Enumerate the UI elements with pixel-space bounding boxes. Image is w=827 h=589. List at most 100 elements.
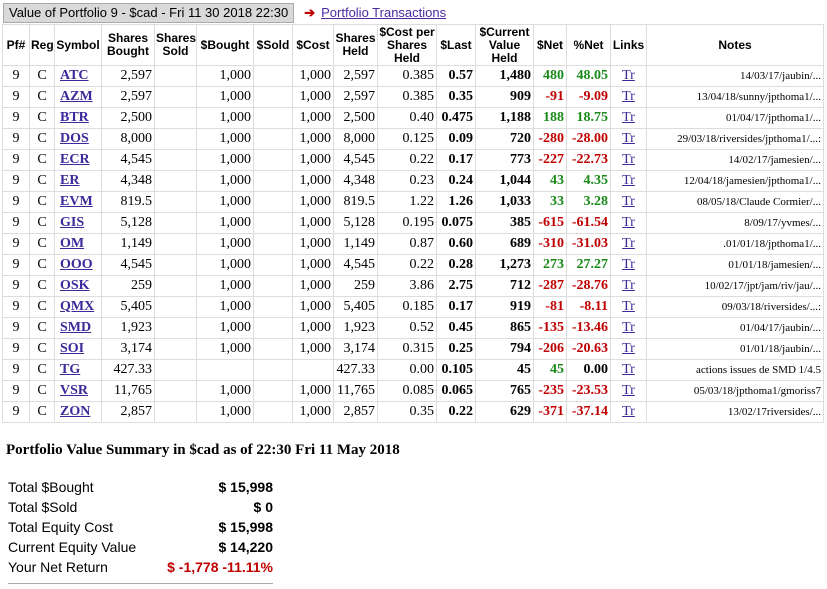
cell: 45 bbox=[533, 359, 567, 381]
tr-link[interactable]: Tr bbox=[610, 233, 647, 255]
cell: 0.87 bbox=[377, 233, 437, 255]
cell: 1,000 bbox=[196, 86, 254, 108]
cell: 48.05 bbox=[566, 65, 611, 87]
empty-cell bbox=[154, 170, 197, 192]
symbol-link[interactable]: OM bbox=[54, 233, 102, 255]
cell: -310 bbox=[533, 233, 567, 255]
notes: 01/04/17/jpthoma1/... bbox=[646, 107, 824, 129]
cell: 0.09 bbox=[436, 128, 476, 150]
tr-link[interactable]: Tr bbox=[610, 170, 647, 192]
cell: 1,000 bbox=[292, 170, 334, 192]
symbol-link[interactable]: OSK bbox=[54, 275, 102, 297]
cell: 1,000 bbox=[196, 254, 254, 276]
cell: 0.385 bbox=[377, 86, 437, 108]
column-header: $Sold bbox=[253, 24, 293, 66]
symbol-link[interactable]: SMD bbox=[54, 317, 102, 339]
notes: 8/09/17/yvmes/... bbox=[646, 212, 824, 234]
cell: 1,000 bbox=[292, 254, 334, 276]
cell: 1,149 bbox=[101, 233, 155, 255]
symbol-link[interactable]: ECR bbox=[54, 149, 102, 171]
tr-link[interactable]: Tr bbox=[610, 254, 647, 276]
tr-link[interactable]: Tr bbox=[610, 65, 647, 87]
cell: -135 bbox=[533, 317, 567, 339]
empty-cell bbox=[253, 233, 293, 255]
symbol-link[interactable]: AZM bbox=[54, 86, 102, 108]
symbol-link[interactable]: OOO bbox=[54, 254, 102, 276]
tr-link[interactable]: Tr bbox=[610, 275, 647, 297]
tr-link[interactable]: Tr bbox=[610, 401, 647, 423]
empty-cell bbox=[253, 128, 293, 150]
cell: 712 bbox=[475, 275, 534, 297]
cell: C bbox=[29, 107, 55, 129]
empty-cell bbox=[253, 86, 293, 108]
tr-link[interactable]: Tr bbox=[610, 317, 647, 339]
table-row: 9 C AZM 2,597 1,000 1,000 2,597 0.385 0.35 909 -91… bbox=[2, 86, 824, 108]
cell: 2.75 bbox=[436, 275, 476, 297]
symbol-link[interactable]: BTR bbox=[54, 107, 102, 129]
table-row: 9 C OSK 259 1,000 1,000 259 3.86 2.75 712 -287 -28.… bbox=[2, 275, 824, 297]
table-row: 9 C ATC 2,597 1,000 1,000 2,597 0.385 0.57 1,480 4… bbox=[2, 65, 824, 87]
symbol-link[interactable]: ER bbox=[54, 170, 102, 192]
empty-cell bbox=[253, 275, 293, 297]
cell: C bbox=[29, 233, 55, 255]
cell: 1,000 bbox=[292, 212, 334, 234]
cell: 9 bbox=[2, 65, 30, 87]
tr-link[interactable]: Tr bbox=[610, 212, 647, 234]
cell: 0.105 bbox=[436, 359, 476, 381]
cell: 9 bbox=[2, 338, 30, 360]
notes: 14/03/17/jaubin/... bbox=[646, 65, 824, 87]
transactions-link[interactable]: Portfolio Transactions bbox=[321, 5, 447, 20]
cell: -31.03 bbox=[566, 233, 611, 255]
column-header: Shares Sold bbox=[154, 24, 197, 66]
summary: Total $Bought $ 15,998 Total $Sold $ 0 Total… bbox=[8, 477, 273, 584]
cell: 1,000 bbox=[196, 338, 254, 360]
tr-link[interactable]: Tr bbox=[610, 338, 647, 360]
empty-cell bbox=[253, 149, 293, 171]
cell: C bbox=[29, 128, 55, 150]
tr-link[interactable]: Tr bbox=[610, 107, 647, 129]
symbol-link[interactable]: QMX bbox=[54, 296, 102, 318]
tr-link[interactable]: Tr bbox=[610, 380, 647, 402]
cell: 11,765 bbox=[333, 380, 378, 402]
cell: 1,000 bbox=[292, 380, 334, 402]
cell: 0.52 bbox=[377, 317, 437, 339]
cell: C bbox=[29, 212, 55, 234]
cell: -287 bbox=[533, 275, 567, 297]
tr-link[interactable]: Tr bbox=[610, 128, 647, 150]
cell: 9 bbox=[2, 212, 30, 234]
cell: 1,923 bbox=[333, 317, 378, 339]
symbol-link[interactable]: VSR bbox=[54, 380, 102, 402]
cell: 427.33 bbox=[101, 359, 155, 381]
cell: 909 bbox=[475, 86, 534, 108]
cell: 9 bbox=[2, 317, 30, 339]
header-row: Pf# Reg Symbol Shares Bought Shares Sold $Bou… bbox=[2, 24, 824, 66]
symbol-link[interactable]: ZON bbox=[54, 401, 102, 423]
cell: 1,000 bbox=[196, 317, 254, 339]
symbol-link[interactable]: ATC bbox=[54, 65, 102, 87]
cell: 273 bbox=[533, 254, 567, 276]
tr-link[interactable]: Tr bbox=[610, 359, 647, 381]
symbol-link[interactable]: SOI bbox=[54, 338, 102, 360]
cell: 0.385 bbox=[377, 65, 437, 87]
cell: 1,923 bbox=[101, 317, 155, 339]
tr-link[interactable]: Tr bbox=[610, 86, 647, 108]
cell: C bbox=[29, 359, 55, 381]
cell: 0.17 bbox=[436, 149, 476, 171]
cell: 1.22 bbox=[377, 191, 437, 213]
empty-cell bbox=[253, 107, 293, 129]
tr-link[interactable]: Tr bbox=[610, 191, 647, 213]
symbol-link[interactable]: GIS bbox=[54, 212, 102, 234]
tr-link[interactable]: Tr bbox=[610, 296, 647, 318]
cell: C bbox=[29, 275, 55, 297]
empty-cell bbox=[154, 401, 197, 423]
column-header: $Current Value Held bbox=[475, 24, 534, 66]
tr-link[interactable]: Tr bbox=[610, 149, 647, 171]
cell: -206 bbox=[533, 338, 567, 360]
summary-label: Total $Bought bbox=[8, 479, 94, 495]
symbol-link[interactable]: TG bbox=[54, 359, 102, 381]
summary-value: $ 14,220 bbox=[219, 537, 274, 557]
symbol-link[interactable]: EVM bbox=[54, 191, 102, 213]
cell: 0.185 bbox=[377, 296, 437, 318]
symbol-link[interactable]: DOS bbox=[54, 128, 102, 150]
cell: 11,765 bbox=[101, 380, 155, 402]
